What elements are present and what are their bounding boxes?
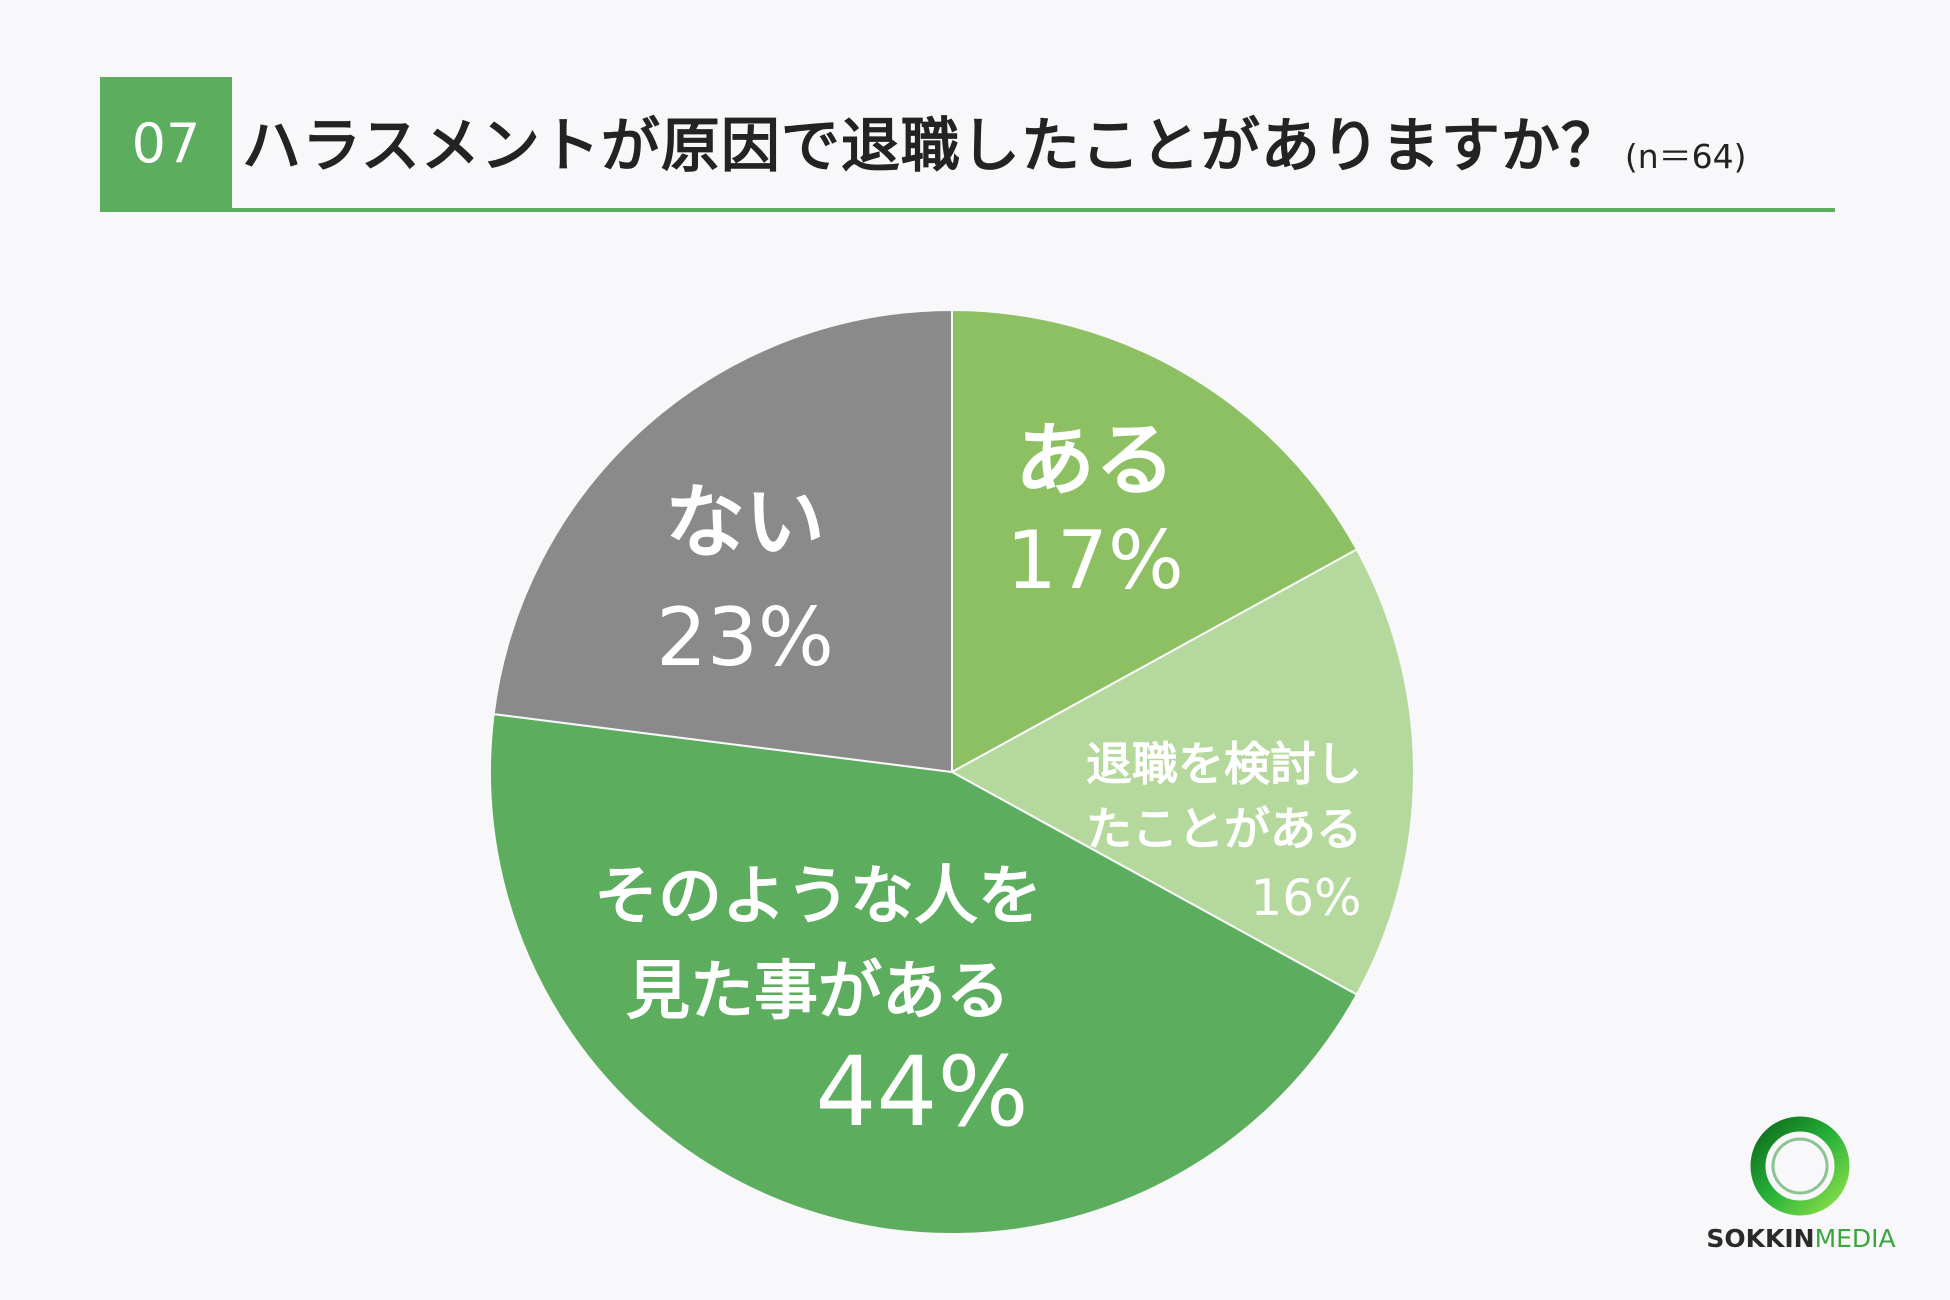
slice-value-label: 16% [1250,869,1361,927]
slice-label: たことがある [1086,802,1362,856]
slice-label: ない [665,476,825,569]
logo-suffix: MEDIA [1814,1224,1896,1253]
slice-value-label: 44% [815,1036,1028,1148]
pie-slice [951,308,1359,774]
pie-slice [949,548,1415,996]
slice-value-label: 17% [1006,514,1184,607]
chart-title: ハラスメントが原因で退職したことがありますか？ (n＝64) [242,96,1746,186]
logo-brand: SOKKIN [1706,1224,1815,1253]
question-number-badge: 07 [100,77,232,210]
slice-label: ある [1015,414,1175,507]
slice-label: そのような人を [594,860,1042,934]
slice-label: 見た事がある [626,955,1010,1029]
chart-title-text: ハラスメントが原因で退職したことがありますか？ [242,111,1621,180]
sample-size: (n＝64) [1624,137,1747,176]
slice-value-label: 23% [656,591,834,684]
pie-slice [489,712,1359,1235]
pie-slice [492,308,953,774]
logo-wordmark: SOKKINMEDIA [1696,1224,1906,1253]
slice-label: 退職を検討し [1086,737,1362,791]
title-underline [100,208,1835,212]
logo-ring-icon [1750,1116,1850,1216]
sokkin-media-logo: SOKKINMEDIA [1696,1108,1906,1258]
